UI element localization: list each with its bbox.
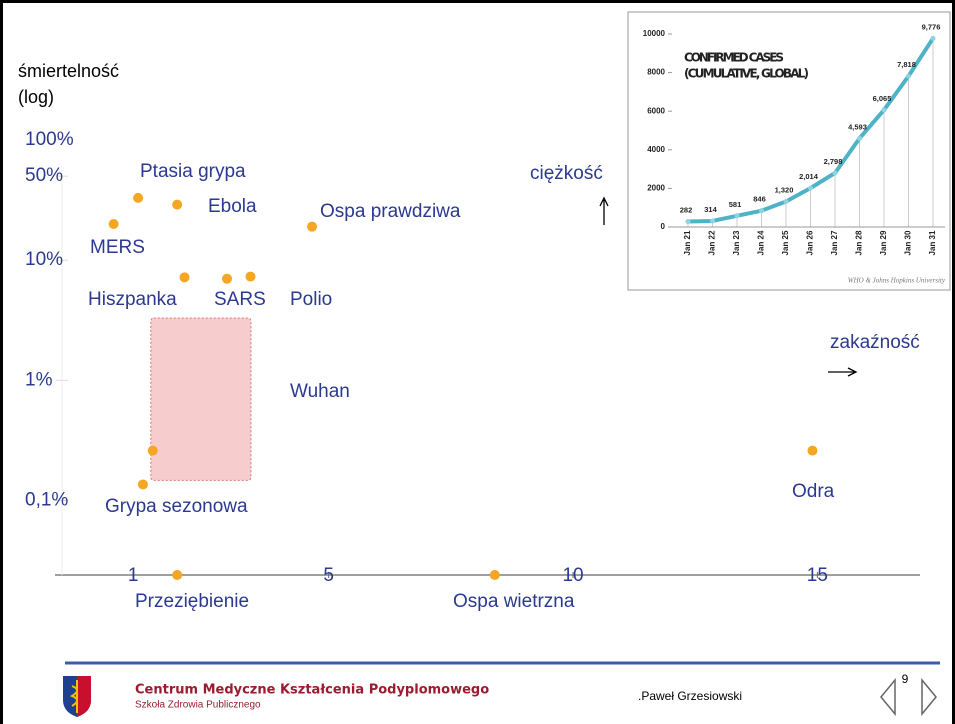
inset-value-label: 1,320 <box>775 186 794 195</box>
inset-y-tick-label: 4000 <box>647 145 665 154</box>
prev-arrow[interactable] <box>880 677 896 717</box>
inset-value-label: 6,065 <box>873 94 892 103</box>
inset-point <box>685 219 691 225</box>
point <box>245 271 256 282</box>
y-axis-title: śmiertelność <box>18 61 119 81</box>
point <box>307 221 318 232</box>
y-tick-label: 0,1% <box>25 490 68 511</box>
logo <box>63 676 91 717</box>
point <box>172 570 183 580</box>
point <box>137 479 148 490</box>
footer-institution: Centrum Medyczne Kształcenia Podyplomowe… <box>135 683 489 698</box>
region-label: Wuhan <box>290 381 350 402</box>
inset-source: WHO & Johns Hopkins University <box>848 277 946 285</box>
inset-value-label: 7,818 <box>897 60 916 69</box>
inset-x-tick-label: Jan 29 <box>879 230 888 255</box>
point-label: SARS <box>214 289 266 310</box>
inset-point <box>759 208 764 214</box>
inset-y-tick-label: 2000 <box>647 184 665 193</box>
inset-y-tick-label: 6000 <box>647 106 665 115</box>
page-number: 9 <box>902 672 909 686</box>
point <box>179 272 190 283</box>
inset-x-tick-label: Jan 25 <box>781 230 790 255</box>
inset-x-tick-label: Jan 28 <box>855 230 864 255</box>
inset-point <box>783 199 789 205</box>
inset-value-label: 2,798 <box>824 157 843 166</box>
point-label: Ebola <box>208 196 257 217</box>
inset-y-tick-label: 0 <box>661 222 666 231</box>
point-label: Ptasia grypa <box>140 161 246 182</box>
y-tick-label: 1% <box>25 369 53 390</box>
inset-point <box>881 107 887 113</box>
point <box>489 570 500 580</box>
x-tick-label: 10 <box>562 565 583 586</box>
point <box>133 192 144 203</box>
x-tick-label: 1 <box>128 565 139 586</box>
x-tick-label: 5 <box>323 565 334 586</box>
next-arrow[interactable] <box>921 677 937 717</box>
footer-author: .Paweł Grzesiowski <box>638 689 742 703</box>
inset-value-label: 846 <box>753 195 766 204</box>
inset-x-tick-label: Jan 27 <box>830 230 839 255</box>
inset-value-label: 314 <box>704 205 717 214</box>
point-label: Odra <box>792 481 835 502</box>
point-label: MERS <box>90 237 145 258</box>
inset-x-tick-label: Jan 22 <box>708 230 717 255</box>
inset-point <box>710 218 715 224</box>
point <box>222 273 233 284</box>
inset-x-tick-label: Jan 23 <box>732 230 741 255</box>
x-annotation: zakaźność <box>830 332 920 353</box>
inset-value-label: 581 <box>729 200 742 209</box>
point <box>807 445 818 456</box>
inset-title: (CUMULATIVE, GLOBAL) <box>684 67 809 81</box>
inset-value-label: 4,593 <box>848 122 867 131</box>
y-axis-note: (log) <box>18 87 54 107</box>
y-tick-label: 100% <box>25 129 74 150</box>
point-label: Ospa prawdziwa <box>320 201 461 222</box>
point-label: Polio <box>290 289 332 310</box>
y-annotation: ciężkość <box>530 163 603 184</box>
inset-y-tick-label: 10000 <box>643 29 666 38</box>
x-annotation-arrow <box>828 367 858 377</box>
point <box>108 218 119 229</box>
inset-x-tick-label: Jan 31 <box>928 230 937 255</box>
inset-point <box>906 73 911 79</box>
region-point <box>147 445 158 456</box>
logo-emblem <box>69 680 78 713</box>
inset-value-label: 282 <box>680 206 693 215</box>
inset-point <box>832 170 838 176</box>
inset-value-label: 2,014 <box>799 172 819 181</box>
point-label: Przeziębienie <box>135 591 249 612</box>
inset-point <box>930 35 936 41</box>
inset-title: CONFIRMED CASES <box>684 51 784 65</box>
inset-point <box>808 185 813 191</box>
logo-shield-half <box>77 676 91 717</box>
inset-x-tick-label: Jan 26 <box>806 230 815 255</box>
point-label: Grypa sezonowa <box>105 496 248 517</box>
inset-frame <box>627 11 951 291</box>
point-label: Ospa wietrzna <box>453 591 575 612</box>
point-label: Hiszpanka <box>88 289 177 310</box>
y-tick-label: 10% <box>25 249 63 270</box>
inset-chart: 0 2000 4000 6000 8000 10000 CONFIRMED CASES (CU… <box>627 11 951 291</box>
y-annotation-arrow <box>599 196 609 225</box>
inset-point <box>857 135 862 141</box>
footer-school: Szkoła Zdrowia Publicznego <box>135 700 261 711</box>
inset-x-tick-label: Jan 21 <box>683 230 692 255</box>
inset-y-tick-label: 8000 <box>647 68 665 77</box>
inset-value-label: 9,776 <box>922 22 941 31</box>
inset-point <box>734 213 740 219</box>
point <box>172 199 183 210</box>
y-tick-label: 50% <box>25 165 63 186</box>
x-tick-label: 15 <box>807 565 828 586</box>
inset-x-tick-label: Jan 24 <box>757 230 766 255</box>
inset-x-tick-label: Jan 30 <box>904 230 913 255</box>
region <box>150 317 252 481</box>
